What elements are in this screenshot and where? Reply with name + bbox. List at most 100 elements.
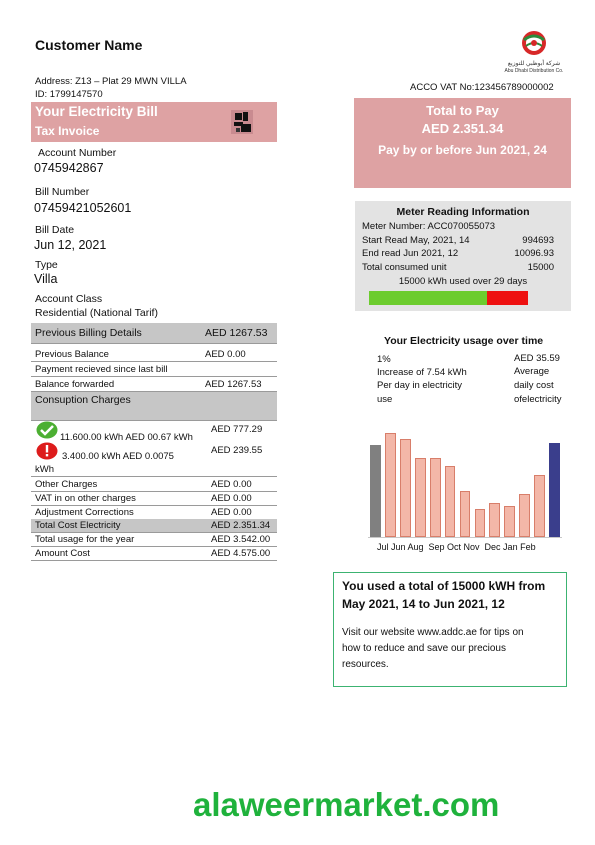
start-read-value: 994693 [522,235,554,246]
consumption-charges-header: Consuption Charges [31,392,277,421]
start-read-row: Start Read May, 2021, 14 994693 [362,235,562,247]
type-value: Villa [34,272,58,286]
chart-x-axis-labels: Jul Jun Aug Sep Oct Nov Dec Jan Feb [377,542,536,552]
bill-date: Jun 12, 2021 [34,238,107,252]
charge-2-text: 3.400.00 kWh AED 0.0075 [62,451,174,462]
avg-line-2: daily cost [514,380,554,391]
chart-bar [444,466,456,537]
amount-cost-row: Amount Cost AED 4.575.00 [31,547,277,561]
other-charges-amount: AED 0.00 [211,479,252,490]
meter-number: Meter Number: ACC070055073 [362,221,562,233]
chart-bar [504,506,516,537]
vat-other-amount: AED 0.00 [211,493,252,504]
adjustment-row: Adjustment Corrections AED 0.00 [31,506,277,520]
meter-title: Meter Reading Information [396,206,530,218]
bill-subtitle: Tax Invoice [35,124,100,138]
account-number: 0745942867 [34,161,104,175]
previous-balance-row: Previous Balance AED 0.00 [31,348,277,362]
avg-line-1: Average [514,366,550,377]
usage-increase-3: use [377,394,393,405]
chart-bar [429,458,441,537]
bill-title: Your Electricity Bill [35,104,158,119]
customer-id: ID: 1799147570 [35,89,103,100]
logo-emblem-icon [522,31,546,55]
logo-arabic-text: شركة أبوظبي للتوزيع [507,61,561,67]
end-read-row: End read Jun 2021, 12 10096.93 [362,248,562,260]
usage-progress-red [487,291,528,305]
alert-circle-icon [36,442,58,465]
chart-baseline [368,537,562,538]
chart-bar [459,491,471,537]
chart-bar [474,509,486,537]
total-amount: AED 2.351.34 [421,121,504,136]
end-read-label: End read Jun 2021, 12 [362,248,459,259]
start-read-label: Start Read May, 2021, 14 [362,235,470,246]
account-number-label: Account Number [38,147,117,159]
check-circle-icon [36,421,58,444]
logo-english-text: Abu Dhabi Distribution Co. [504,68,564,74]
type-label: Type [35,259,58,271]
summary-body-1: Visit our website www.addc.ae for tips o… [342,627,524,638]
usage-chart [368,430,562,538]
account-class: Residential (National Tarif) [35,307,158,319]
total-cost-label: Total Cost Electricity [35,520,121,531]
payment-received-label: Payment recieved since last bill [35,364,168,375]
chart-bar [399,439,411,537]
chart-bar [519,494,531,537]
bill-date-label: Bill Date [35,224,75,236]
bill-banner: Your Electricity Bill Tax Invoice [31,102,277,142]
meter-number-text: Meter Number: ACC070055073 [362,221,496,232]
amount-cost-amount: AED 4.575.00 [211,548,271,559]
other-charges-label: Other Charges [35,479,98,490]
chart-bar [385,433,396,537]
adjustment-amount: AED 0.00 [211,507,252,518]
previous-billing-header: Previous Billing Details AED 1267.53 [31,323,277,344]
chart-bar [414,458,426,537]
amount-cost-label: Amount Cost [35,548,90,559]
chart-bar [549,443,560,537]
usage-percent: 1% [377,354,391,365]
previous-balance-amount: AED 0.00 [205,349,246,360]
summary-heading-1: You used a total of 15000 kWH from [342,579,546,593]
qr-code-icon [231,110,253,134]
total-cost-row: Total Cost Electricity AED 2.351.34 [31,519,277,533]
usage-increase-2: Per day in electricity [377,380,463,391]
previous-billing-amount: AED 1267.53 [205,327,268,339]
usage-note: 15000 kWh used over 29 days [398,276,528,287]
chart-bars [368,430,562,538]
usage-progress-green [369,291,487,305]
consumption-charges-label: Consuption Charges [35,394,131,406]
total-to-pay-box: Total to Pay AED 2.351.34 Pay by or befo… [354,98,571,188]
total-cost-amount: AED 2.351.34 [211,520,271,531]
summary-body-3: resources. [342,659,389,670]
vat-number: ACCO VAT No:123456789000002 [410,82,554,93]
summary-body-2: how to reduce and save our precious [342,643,506,654]
previous-balance-label: Previous Balance [35,349,109,360]
bill-number: 07459421052601 [34,201,132,215]
chart-bar [370,445,381,537]
balance-forwarded-amount: AED 1267.53 [205,379,262,390]
charge-1-amount: AED 777.29 [211,424,263,435]
charge-1-text: 11.600.00 kWh AED 00.67 kWh [60,432,193,443]
charge-2-text-cont: kWh [35,464,54,475]
total-year-amount: AED 3.542.00 [211,534,271,545]
website-watermark: alaweermarket.com [193,786,500,823]
usage-title: Your Electricity usage over time [384,335,544,347]
other-charges-row: Other Charges AED 0.00 [31,478,277,492]
total-label: Total to Pay [426,103,499,118]
avg-line-3: ofelectricity [514,394,562,405]
balance-forwarded-label: Balance forwarded [35,379,115,390]
end-read-value: 10096.93 [514,248,554,259]
payment-received-row: Payment recieved since last bill [31,363,277,377]
due-date: Pay by or before Jun 2021, 24 [378,143,547,157]
adjustment-label: Adjustment Corrections [35,507,134,518]
bill-number-label: Bill Number [35,186,90,198]
total-year-row: Total usage for the year AED 3.542.00 [31,533,277,547]
chart-bar [534,475,545,537]
address: Address: Z13 – Plat 29 MWN VILLA [35,76,187,87]
consumed-row: Total consumed unit 15000 [362,262,562,274]
chart-bar [489,503,501,537]
vat-other-label: VAT in on other charges [35,493,136,504]
consumed-value: 15000 [527,262,554,273]
divider [31,476,277,477]
